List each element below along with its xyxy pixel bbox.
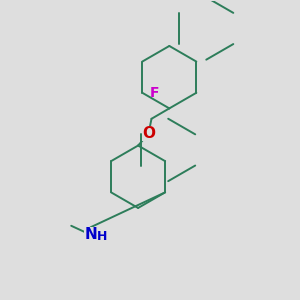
Text: F: F — [150, 86, 159, 100]
Text: H: H — [97, 230, 107, 243]
Text: O: O — [142, 126, 155, 141]
Text: N: N — [84, 227, 97, 242]
